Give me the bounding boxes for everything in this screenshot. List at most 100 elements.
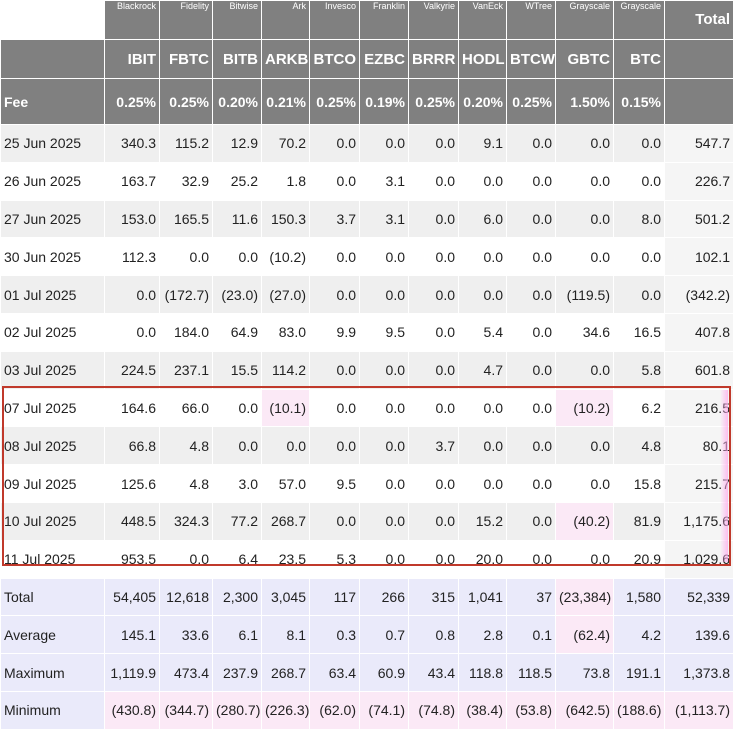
summary-total-cell: 139.6	[665, 616, 733, 654]
fee-cell: 0.25%	[507, 79, 556, 125]
summary-value-cell: 8.1	[262, 616, 310, 654]
summary-value-cell: (62.0)	[310, 691, 360, 729]
flow-value-cell: (172.7)	[160, 276, 213, 314]
header-blank-cell	[665, 40, 733, 79]
flow-value-cell: 5.3	[310, 540, 360, 578]
flow-value-cell: 112.3	[105, 238, 160, 276]
date-cell: 08 Jul 2025	[1, 427, 105, 465]
flow-value-cell: 0.0	[409, 313, 459, 351]
flow-value-cell: 5.8	[614, 351, 665, 389]
flow-value-cell: 0.0	[360, 125, 409, 163]
summary-value-cell: (74.1)	[360, 691, 409, 729]
summary-value-cell: 60.9	[360, 654, 409, 692]
ticker-header-cell: BTCO	[310, 40, 360, 79]
fee-cell: 0.25%	[160, 79, 213, 125]
date-cell: 01 Jul 2025	[1, 276, 105, 314]
flow-value-cell: 153.0	[105, 200, 160, 238]
flow-value-cell: 340.3	[105, 125, 160, 163]
flow-value-cell: 0.0	[459, 389, 507, 427]
summary-value-cell: 6.1	[213, 616, 262, 654]
flow-value-cell: 0.0	[213, 389, 262, 427]
fee-cell: 0.20%	[459, 79, 507, 125]
summary-value-cell: 54,405	[105, 578, 160, 616]
flow-value-cell: 9.5	[310, 465, 360, 503]
header-blank-cell	[665, 79, 733, 125]
flow-value-cell: 15.2	[459, 502, 507, 540]
summary-label-cell: Minimum	[1, 691, 105, 729]
flow-value-cell: 1.8	[262, 162, 310, 200]
flow-value-cell: 165.5	[160, 200, 213, 238]
row-total-cell: 80.1	[665, 427, 733, 465]
flow-value-cell: 4.8	[160, 465, 213, 503]
summary-value-cell: (226.3)	[262, 691, 310, 729]
flow-value-cell: 6.0	[459, 200, 507, 238]
flow-value-cell: 0.0	[409, 238, 459, 276]
flow-value-cell: 0.0	[507, 389, 556, 427]
flow-value-cell: 25.2	[213, 162, 262, 200]
flow-value-cell: 77.2	[213, 502, 262, 540]
flow-value-cell: 0.0	[409, 276, 459, 314]
flow-value-cell: 16.5	[614, 313, 665, 351]
summary-value-cell: (280.7)	[213, 691, 262, 729]
flow-value-cell: 0.0	[409, 162, 459, 200]
flow-value-cell: 0.0	[556, 200, 614, 238]
flow-value-cell: 0.0	[360, 427, 409, 465]
flow-value-cell: 164.6	[105, 389, 160, 427]
summary-value-cell: 118.8	[459, 654, 507, 692]
fee-cell: 0.21%	[262, 79, 310, 125]
flow-value-cell: 0.0	[507, 200, 556, 238]
flow-value-cell: 0.0	[360, 540, 409, 578]
flow-value-cell: 0.0	[409, 502, 459, 540]
flow-value-cell: 0.0	[310, 238, 360, 276]
flow-value-cell: 0.0	[409, 389, 459, 427]
flow-value-cell: 0.0	[556, 351, 614, 389]
flow-value-cell: 0.0	[310, 162, 360, 200]
issuer-header-cell: Franklin	[360, 1, 409, 40]
flow-value-cell: 0.0	[614, 238, 665, 276]
flow-value-cell: 5.4	[459, 313, 507, 351]
flow-value-cell: 3.7	[409, 427, 459, 465]
row-total-cell: 102.1	[665, 238, 733, 276]
flow-value-cell: 0.0	[360, 276, 409, 314]
flow-value-cell: 0.0	[105, 313, 160, 351]
flow-value-cell: 9.5	[360, 313, 409, 351]
issuer-header-cell: Grayscale	[556, 1, 614, 40]
flow-value-cell: 0.0	[507, 351, 556, 389]
flow-value-cell: 9.1	[459, 125, 507, 163]
ticker-header-cell: ARKB	[262, 40, 310, 79]
summary-value-cell: 33.6	[160, 616, 213, 654]
summary-value-cell: 37	[507, 578, 556, 616]
flow-value-cell: 125.6	[105, 465, 160, 503]
summary-value-cell: 0.1	[507, 616, 556, 654]
flow-value-cell: 57.0	[262, 465, 310, 503]
flow-value-cell: 4.7	[459, 351, 507, 389]
flow-value-cell: 115.2	[160, 125, 213, 163]
summary-value-cell: 266	[360, 578, 409, 616]
flow-value-cell: 0.0	[409, 540, 459, 578]
row-total-cell: 547.7	[665, 125, 733, 163]
flow-value-cell: (40.2)	[556, 502, 614, 540]
row-total-cell: 601.8	[665, 351, 733, 389]
summary-value-cell: 268.7	[262, 654, 310, 692]
flow-value-cell: 0.0	[310, 502, 360, 540]
flow-value-cell: 8.0	[614, 200, 665, 238]
flow-value-cell: 0.0	[310, 276, 360, 314]
date-cell: 03 Jul 2025	[1, 351, 105, 389]
ticker-header-cell: HODL	[459, 40, 507, 79]
fee-cell: 0.19%	[360, 79, 409, 125]
flow-value-cell: 0.0	[160, 238, 213, 276]
flow-value-cell: 0.0	[507, 276, 556, 314]
flow-value-cell: 237.1	[160, 351, 213, 389]
flow-value-cell: 268.7	[262, 502, 310, 540]
summary-value-cell: 2.8	[459, 616, 507, 654]
fee-cell: 0.25%	[105, 79, 160, 125]
summary-total-cell: 1,373.8	[665, 654, 733, 692]
flow-value-cell: 953.5	[105, 540, 160, 578]
flow-value-cell: 3.1	[360, 162, 409, 200]
date-cell: 30 Jun 2025	[1, 238, 105, 276]
flow-value-cell: 0.0	[459, 427, 507, 465]
flow-value-cell: (10.2)	[262, 238, 310, 276]
